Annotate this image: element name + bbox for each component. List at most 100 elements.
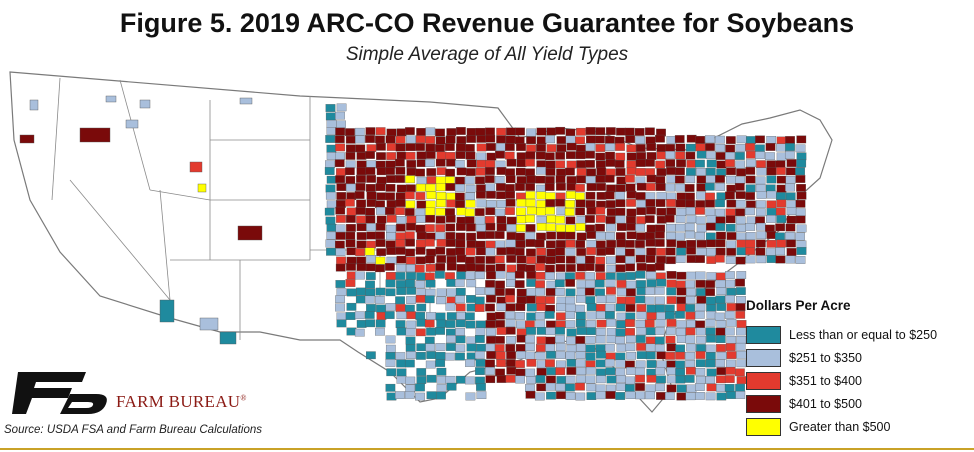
county-cell xyxy=(766,167,777,176)
county-cell xyxy=(565,288,576,297)
county-cell xyxy=(556,231,567,240)
county-cell xyxy=(785,255,796,264)
county-cell xyxy=(466,336,477,345)
county-cell xyxy=(755,151,765,160)
county-cell xyxy=(545,168,556,176)
county-cell xyxy=(696,191,707,200)
county-cell xyxy=(635,144,646,152)
county-cell xyxy=(606,184,616,193)
brand-mark: ® xyxy=(240,393,247,403)
county-cell xyxy=(786,200,797,209)
county-cell xyxy=(756,222,766,231)
county-cell xyxy=(546,127,557,136)
county-cell xyxy=(656,312,667,320)
county-cell xyxy=(486,190,496,199)
county-cell xyxy=(735,278,745,287)
county-cell xyxy=(454,279,465,287)
county-cell xyxy=(424,159,435,167)
county-cell xyxy=(376,206,386,215)
county-cell xyxy=(716,384,726,392)
county-cell xyxy=(525,239,536,247)
county-cell xyxy=(574,192,585,201)
legend-swatch xyxy=(746,325,781,344)
county-cell xyxy=(395,272,406,280)
county-cell xyxy=(365,215,376,224)
county-cell xyxy=(624,248,635,257)
county-cell xyxy=(535,320,546,329)
county-cell xyxy=(395,352,406,360)
county-cell xyxy=(515,303,526,311)
county-cell xyxy=(376,176,387,185)
county-cell xyxy=(675,183,686,192)
county-cell xyxy=(324,167,335,175)
county-cell xyxy=(585,191,596,200)
county-cell xyxy=(705,135,715,144)
county-cell xyxy=(625,256,636,265)
county-cell xyxy=(364,247,375,256)
county-cell xyxy=(475,359,486,367)
county-cell xyxy=(525,264,536,273)
county-cell xyxy=(515,312,525,320)
county-cell xyxy=(385,279,396,288)
county-cell xyxy=(766,255,777,263)
county-cell xyxy=(535,287,545,296)
county-cell xyxy=(455,344,466,353)
source-note: Source: USDA FSA and Farm Bureau Calcula… xyxy=(4,424,263,436)
county-cell xyxy=(475,127,486,136)
county-cell xyxy=(475,287,485,295)
county-cell xyxy=(655,304,665,313)
county-cell xyxy=(485,359,495,368)
county-cell xyxy=(365,184,376,192)
county-cell xyxy=(566,328,577,337)
county-cell xyxy=(576,295,586,303)
county-cell xyxy=(385,135,396,144)
county-cell xyxy=(386,368,397,377)
county-cell xyxy=(405,376,416,385)
county-cell xyxy=(476,247,486,256)
county-cell xyxy=(346,288,357,297)
county-cell xyxy=(386,392,397,401)
county-cell xyxy=(326,175,337,184)
county-cell xyxy=(735,368,745,377)
county-cell xyxy=(326,119,337,128)
county-cell xyxy=(415,168,425,177)
county-cell xyxy=(676,208,687,216)
county-cell xyxy=(566,182,577,191)
county-cell xyxy=(724,375,735,383)
county-cell xyxy=(675,151,685,160)
county-cell xyxy=(625,312,636,321)
county-cell xyxy=(405,327,416,336)
county-cell xyxy=(345,231,356,240)
county-cell xyxy=(345,279,356,287)
county-cell xyxy=(796,159,807,168)
county-cell xyxy=(785,176,796,184)
county-cell xyxy=(665,326,676,335)
county-cell xyxy=(566,367,577,375)
county-cell xyxy=(505,184,515,192)
county-cell xyxy=(395,391,405,399)
county-cell xyxy=(796,240,807,249)
county-cell xyxy=(365,288,376,297)
county-cell xyxy=(636,182,647,191)
county-cell xyxy=(325,239,336,248)
county-cell xyxy=(736,287,746,295)
county-cell xyxy=(695,143,706,152)
county-cell xyxy=(544,311,555,319)
county-cell xyxy=(635,192,646,200)
county-cell xyxy=(365,319,376,328)
county-cell xyxy=(646,304,657,313)
county-cell xyxy=(656,168,667,177)
county-cell xyxy=(565,351,576,360)
county-cell xyxy=(386,232,396,240)
county-cell xyxy=(675,223,686,232)
county-cell xyxy=(405,200,416,209)
county-cell xyxy=(785,192,796,201)
county-cell xyxy=(516,143,526,151)
county-cell xyxy=(555,126,566,135)
county-cell xyxy=(715,335,726,344)
county-cell xyxy=(536,136,547,145)
county-cell xyxy=(416,272,427,281)
county-cell xyxy=(675,167,685,176)
county-cell xyxy=(605,135,615,144)
county-cell xyxy=(675,328,686,336)
